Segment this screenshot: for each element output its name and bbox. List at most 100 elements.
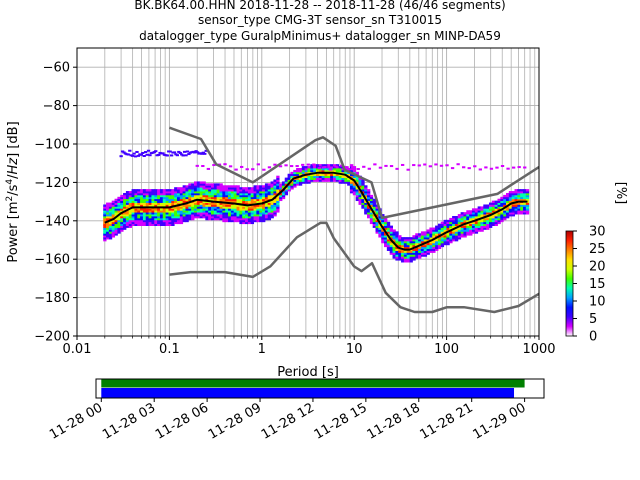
density-outlier [169,154,174,157]
density-cell [162,214,167,217]
density-cell [488,202,493,205]
density-cell [108,225,113,228]
density-cell [506,210,510,213]
density-cell [185,189,189,192]
density-cell [259,214,263,217]
density-cell [310,169,314,173]
density-cell [179,221,184,225]
density-cell [165,219,169,223]
density-cell [262,194,266,198]
density-cell [108,206,113,209]
density-cell [145,208,150,211]
density-cell [514,202,518,205]
density-cell [219,192,223,196]
density-cell [386,246,391,250]
density-cell [415,242,419,246]
density-cell [395,250,399,253]
density-cell [242,206,246,209]
density-cell [250,194,255,198]
density-cell [219,185,223,188]
density-cell [514,191,518,194]
density-cell [193,185,198,188]
density-cell [525,198,530,202]
density-cell [162,198,167,202]
density-cell [256,198,260,202]
density-cell [106,217,110,221]
density-cell [452,233,456,236]
density-cell [117,225,121,228]
density-cell [230,216,235,219]
density-cell [276,189,280,192]
density-cell [151,191,155,194]
density-cell [347,181,351,184]
density-cell [341,177,345,180]
density-cell [162,194,167,198]
density-cell [208,194,212,198]
density-cell [503,216,507,219]
density-cell [330,177,334,180]
density-outlier [301,163,305,166]
density-cell [276,208,280,211]
density-cell [508,206,513,209]
density-cell [247,219,252,223]
density-cell [296,168,300,171]
title-line-3: datalogger_type GuralpMinimus+ datalogge… [139,29,501,43]
density-cell [486,208,490,211]
density-cell [125,191,130,194]
density-cell [103,239,107,242]
density-cell [449,223,453,226]
density-cell [222,217,226,221]
density-cell [349,168,354,171]
density-cell [211,183,215,186]
density-cell [503,194,507,198]
density-cell [375,227,379,230]
colorbar-tick-label: 25 [589,242,606,257]
density-cell [103,214,107,217]
density-cell [171,221,175,225]
density-cell [193,214,198,217]
density-cell [338,173,342,177]
density-cell [503,198,507,202]
density-cell [403,258,408,261]
density-cell [171,198,175,202]
density-cell [233,200,237,203]
density-cell [361,200,365,203]
density-cell [298,173,303,177]
density-cell [179,204,184,207]
density-cell [477,219,481,223]
density-cell [154,217,158,221]
density-cell [418,239,422,242]
density-cell [381,223,385,226]
density-cell [361,202,365,205]
density-cell [352,192,357,196]
density-cell [230,187,235,190]
density-cell [216,206,220,209]
density-cell [520,191,524,194]
density-cell [242,210,246,213]
density-outlier [351,166,355,169]
density-cell [293,183,297,186]
density-cell [290,173,294,177]
density-cell [437,233,442,236]
density-cell [367,212,371,215]
density-cell [159,212,164,215]
density-cell [219,194,223,198]
density-outlier [267,166,272,169]
density-cell [250,214,255,217]
density-cell [449,217,453,221]
density-cell [364,206,368,209]
x-tick-label: 10 [346,342,363,357]
density-cell [148,212,152,215]
density-cell [525,196,530,200]
density-cell [123,206,127,209]
density-outlier [144,151,148,154]
density-cell [270,208,274,211]
density-cell [403,254,408,257]
density-cell [117,198,121,202]
density-cell [290,183,294,186]
density-cell [426,252,430,255]
density-cell [437,229,442,232]
density-cell [344,181,348,184]
timeline-bars [101,379,525,398]
density-cell [415,233,419,236]
